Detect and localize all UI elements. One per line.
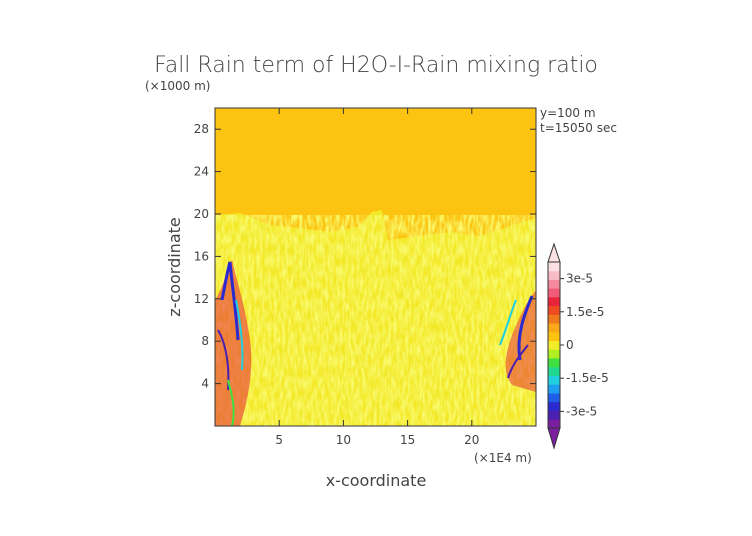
colorbar-swatch [548, 358, 560, 368]
y-tick-label: 20 [194, 207, 209, 221]
y-unit-label: (×1000 m) [145, 79, 210, 93]
colorbar-label: 0 [566, 338, 574, 352]
colorbar-swatch [548, 366, 560, 376]
annotation-y: y=100 m [540, 106, 596, 120]
colorbar-label: 3e-5 [566, 272, 593, 286]
colorbar-swatch [548, 314, 560, 324]
x-unit-label: (×1E4 m) [474, 451, 532, 465]
colorbar-label: 1.5e-5 [566, 305, 604, 319]
x-tick-label: 15 [400, 433, 415, 447]
colorbar-swatch [548, 375, 560, 385]
colorbar-label: -1.5e-5 [566, 371, 609, 385]
colorbar-swatch [548, 323, 560, 333]
colorbar-swatch [548, 270, 560, 280]
left-cell-cyan [235, 299, 244, 371]
x-axis-label: x-coordinate [326, 471, 427, 490]
x-tick-label: 10 [336, 433, 351, 447]
colorbar-swatch [548, 419, 560, 429]
colorbar-swatch [548, 296, 560, 307]
annotation-t: t=15050 sec [540, 121, 617, 135]
colorbar-swatch [548, 262, 560, 272]
colorbar-swatch [548, 384, 560, 394]
right-cell-blue-2 [507, 344, 529, 379]
noise-overlay [215, 215, 536, 426]
colorbar-swatch [548, 305, 560, 315]
y-tick-label: 24 [194, 165, 209, 179]
colorbar: 3e-5 1.5e-5 0 -1.5e-5 -3e-5 [547, 242, 609, 450]
colorbar-swatch [548, 279, 560, 289]
plot-area [215, 108, 536, 427]
y-tick-label: 16 [194, 249, 209, 263]
colorbar-swatch [548, 288, 560, 298]
y-axis-label: z-coordinate [165, 217, 184, 317]
colorbar-swatch [548, 331, 560, 342]
chart-title: Fall Rain term of H2O-I-Rain mixing rati… [154, 53, 598, 78]
x-axis-ticks: 5 10 15 20 [275, 108, 479, 447]
colorbar-swatch [548, 349, 560, 359]
y-tick-label: 8 [201, 334, 209, 348]
colorbar-label: -3e-5 [566, 404, 597, 418]
right-cell-blue-1 [517, 295, 534, 361]
y-tick-label: 28 [194, 122, 209, 136]
y-tick-label: 4 [201, 377, 209, 391]
right-cell-structure [499, 290, 536, 392]
left-cell-green [227, 379, 235, 427]
y-axis-ticks: 4 8 12 16 20 24 28 [194, 122, 536, 391]
x-tick-label: 20 [464, 433, 479, 447]
colorbar-swatch [548, 340, 560, 350]
colorbar-top-arrow [547, 242, 561, 263]
y-tick-label: 12 [194, 292, 209, 306]
colorbar-swatch [548, 410, 560, 420]
colorbar-swatch [548, 393, 560, 403]
x-tick-label: 5 [275, 433, 283, 447]
left-cell-red [215, 260, 252, 426]
colorbar-swatch [548, 401, 560, 411]
colorbar-bottom-arrow [547, 427, 561, 450]
left-cell-blue-1 [220, 261, 240, 341]
plot-frame [214, 107, 537, 427]
left-cell-structure [215, 260, 252, 427]
right-cell-cyan [499, 299, 517, 346]
